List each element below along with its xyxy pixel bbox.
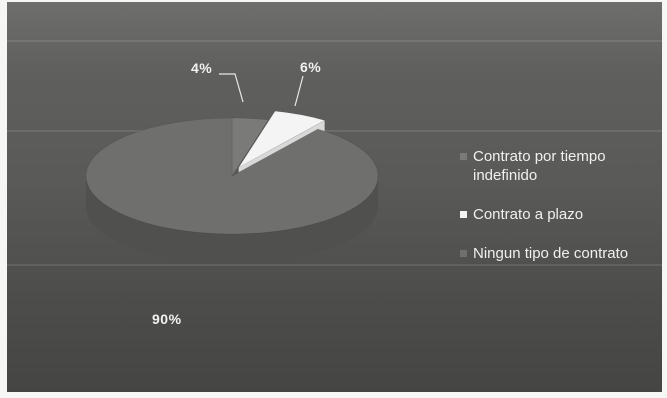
- scan-artifact-line: [7, 130, 662, 132]
- pie-top-group: [85, 110, 379, 235]
- pie-slice-ninguno: [85, 117, 379, 235]
- legend-label: Contrato por tiempo indefinido: [473, 148, 606, 184]
- pie-slice-indefinido: [231, 117, 269, 178]
- legend-item-indefinido: Contrato por tiempo indefinido: [457, 147, 657, 185]
- legend-swatch: [460, 250, 467, 257]
- legend-item-ninguno: Ningun tipo de contrato: [457, 244, 657, 263]
- leader-lines: [219, 73, 304, 107]
- legend-swatch: [460, 153, 467, 160]
- data-label-ninguno: 90%: [152, 311, 182, 327]
- pie-chart: [85, 73, 379, 264]
- legend-item-plazo: Contrato a plazo: [457, 205, 657, 224]
- legend-label: Ningun tipo de contrato: [473, 245, 629, 262]
- pie-slice-plazo: [238, 110, 326, 168]
- legend: Contrato por tiempo indefinido Contrato …: [457, 147, 657, 263]
- legend-swatch: [460, 211, 467, 218]
- chart-panel: 4% 6% 90% Contrato por tiempo indefinido…: [7, 2, 662, 392]
- data-label-indefinido: 4%: [191, 60, 213, 76]
- leader-line: [294, 75, 304, 107]
- scan-artifact-line: [7, 40, 662, 42]
- pie-slice-ninguno-side: [86, 176, 378, 264]
- scan-artifact-line: [7, 264, 662, 266]
- data-label-plazo: 6%: [300, 59, 322, 75]
- legend-label: Contrato a plazo: [473, 206, 584, 223]
- leader-line: [219, 73, 244, 103]
